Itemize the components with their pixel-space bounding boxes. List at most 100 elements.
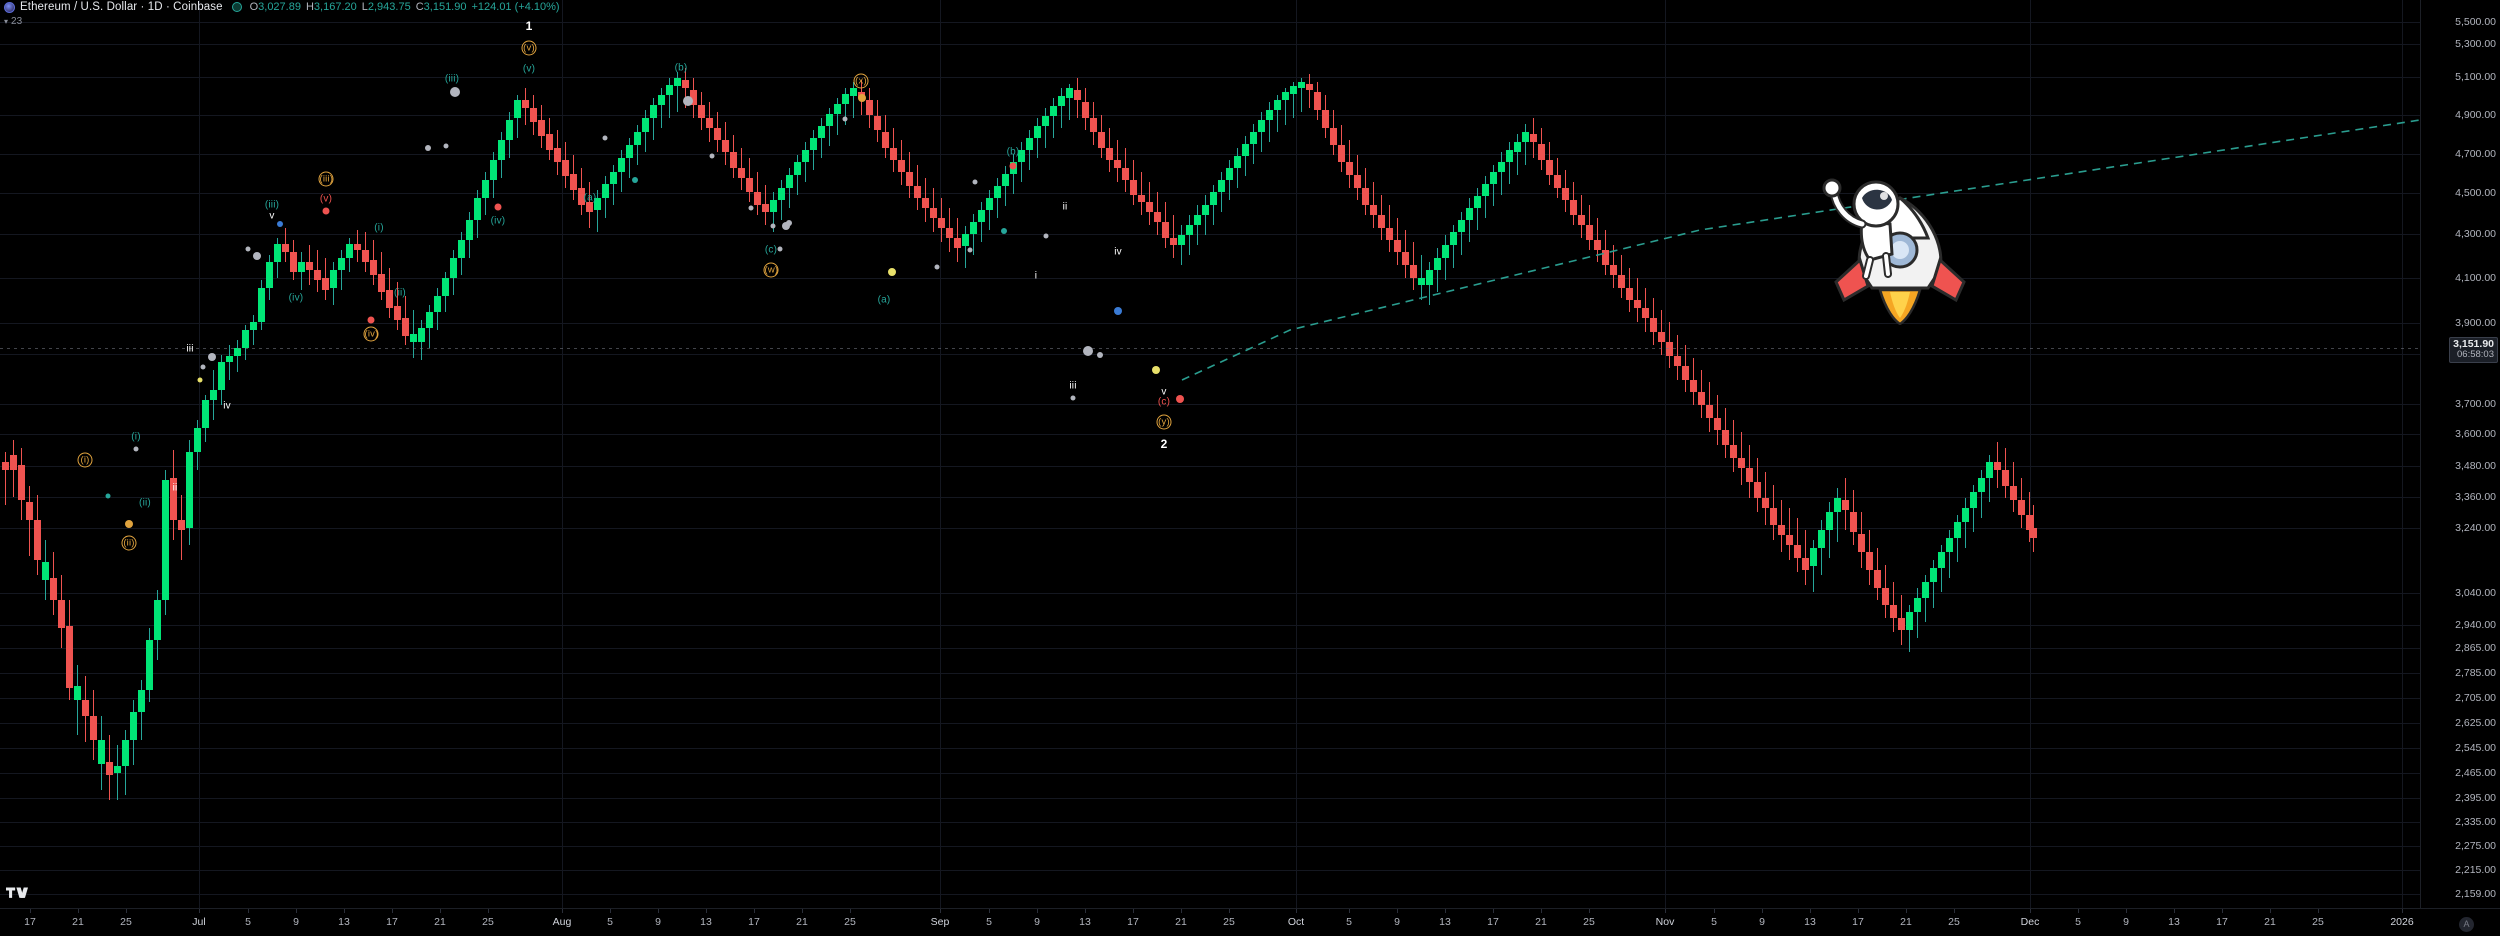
elliott-wave-label[interactable]: (iv) (363, 326, 379, 342)
elliott-wave-label[interactable]: (y) (1156, 414, 1172, 430)
elliott-wave-label[interactable]: v (269, 210, 275, 222)
signal-dot-marker (888, 268, 896, 276)
elliott-wave-label[interactable]: v (1161, 386, 1167, 398)
close-value: 3,151.90 (423, 1, 467, 13)
price-axis-label: 3,360.00 (2455, 491, 2496, 503)
price-axis-label: 3,240.00 (2455, 522, 2496, 534)
candle-body (250, 322, 257, 330)
candle-body (330, 270, 337, 288)
candle-wick (997, 178, 998, 218)
elliott-wave-label[interactable]: (v) (522, 63, 536, 75)
elliott-wave-label[interactable]: 1 (525, 19, 533, 33)
elliott-wave-label[interactable]: iv (1114, 246, 1122, 258)
candle-body (530, 108, 537, 122)
candle-wick (1285, 88, 1286, 125)
candle-body (722, 140, 729, 152)
elliott-wave-label[interactable]: (i) (374, 222, 384, 234)
elliott-wave-label[interactable]: (b) (674, 62, 688, 74)
time-axis-tick (2270, 909, 2271, 913)
account-watermark[interactable]: A (2459, 917, 2474, 932)
price-axis-label: 4,100.00 (2455, 272, 2496, 284)
time-axis-tick (2126, 909, 2127, 913)
elliott-wave-label[interactable]: 2 (1160, 437, 1168, 451)
elliott-wave-label[interactable]: (c) (1157, 396, 1171, 408)
candle-wick (1197, 205, 1198, 245)
signal-dot-marker (770, 223, 776, 229)
astronaut-rocket-sticker[interactable] (1800, 150, 1980, 326)
candle-wick (1925, 575, 1926, 622)
elliott-wave-label[interactable]: iii (1069, 380, 1077, 392)
signal-dot-marker (972, 179, 978, 185)
symbol-title[interactable]: Ethereum / U.S. Dollar · 1D · Coinbase (20, 1, 223, 13)
elliott-wave-label[interactable]: (iv) (288, 292, 304, 304)
candle-body (1562, 188, 1569, 200)
elliott-wave-label[interactable]: (ii) (121, 535, 137, 551)
candle-body (1674, 356, 1681, 366)
candle-body (1690, 380, 1697, 392)
candle-body (242, 330, 249, 348)
elliott-wave-label[interactable]: (ii) (394, 287, 406, 299)
signal-dot-marker (322, 207, 330, 215)
candle-body (1042, 116, 1049, 126)
candle-wick (1509, 142, 1510, 184)
elliott-wave-label[interactable]: (ii) (139, 497, 151, 509)
elliott-wave-label[interactable]: i (1034, 270, 1038, 282)
signal-dot-marker (1001, 228, 1007, 234)
price-axis-label: 4,700.00 (2455, 148, 2496, 160)
price-axis-label: 2,215.00 (2455, 864, 2496, 876)
elliott-wave-label[interactable]: ii (1062, 201, 1068, 213)
candle-wick (1949, 530, 1950, 578)
elliott-wave-label[interactable]: (iii) (444, 73, 460, 85)
elliott-wave-label[interactable]: (i) (77, 452, 93, 468)
time-axis-label: 17 (1852, 916, 1864, 928)
candle-body (1642, 308, 1649, 318)
candle-body (266, 262, 273, 288)
time-axis-tick (2030, 909, 2031, 913)
elliott-wave-label[interactable]: (iii) (318, 171, 334, 187)
candle-wick (1253, 124, 1254, 164)
candle-body (1818, 530, 1825, 548)
elliott-wave-label[interactable]: iii (186, 343, 194, 355)
elliott-wave-label[interactable]: (v) (521, 40, 537, 56)
elliott-wave-label[interactable]: (iii) (264, 199, 280, 211)
candle-wick (989, 190, 990, 230)
elliott-wave-label[interactable]: (iv) (490, 215, 506, 227)
elliott-wave-label[interactable]: (a) (583, 192, 597, 204)
time-axis[interactable]: 17 21 25 Jul 5 9 13 17 21 25 Aug 5 9 13 17 21 25 Sep 5 9 13 1… (0, 908, 2500, 936)
time-axis-label: 2026 (2390, 916, 2414, 928)
elliott-wave-label[interactable]: (w) (763, 262, 779, 278)
tradingview-logo-icon[interactable] (6, 886, 28, 900)
candle-body (2002, 470, 2009, 486)
elliott-wave-label[interactable]: iv (223, 400, 231, 412)
chevron-down-icon: ▾ (4, 17, 9, 26)
candle-body (1706, 405, 1713, 418)
change-value: +124.01 (+4.10%) (471, 1, 560, 13)
candle-wick (1045, 108, 1046, 148)
elliott-wave-label[interactable]: (v) (319, 193, 333, 205)
candle-body (882, 132, 889, 148)
time-axis-tick (1133, 909, 1134, 913)
candle-body (1850, 512, 1857, 532)
candle-body (498, 140, 505, 160)
gridline-horizontal (0, 846, 2420, 847)
candle-wick (1021, 142, 1022, 182)
elliott-wave-label[interactable]: (a) (877, 294, 891, 306)
price-axis-label: 2,395.00 (2455, 792, 2496, 804)
symbol-count-row[interactable]: ▾ 23 (4, 16, 22, 27)
gridline-vertical (940, 0, 941, 908)
candle-body (1714, 418, 1721, 430)
candle-body (866, 100, 873, 115)
signal-dot-marker (208, 353, 216, 361)
candle-body (1434, 258, 1441, 270)
chart-plot-area[interactable]: 1 (v) (iii) (v) (b) (x) (b) (iii) v (iii) (v) (i) (i… (0, 0, 2420, 908)
candle-body (1186, 225, 1193, 235)
elliott-wave-label[interactable]: (x) (853, 73, 869, 89)
elliott-wave-label[interactable]: (b) (1006, 146, 1020, 158)
price-axis[interactable]: 5,500.00 5,300.00 5,100.00 4,900.00 4,700.00… (2420, 0, 2500, 908)
candle-body (1058, 96, 1065, 106)
elliott-wave-label[interactable]: ii (172, 482, 178, 494)
elliott-wave-label[interactable]: (c) (764, 244, 778, 256)
candle-body (506, 120, 513, 140)
candle-wick (637, 125, 638, 165)
elliott-wave-label[interactable]: (i) (131, 431, 141, 443)
